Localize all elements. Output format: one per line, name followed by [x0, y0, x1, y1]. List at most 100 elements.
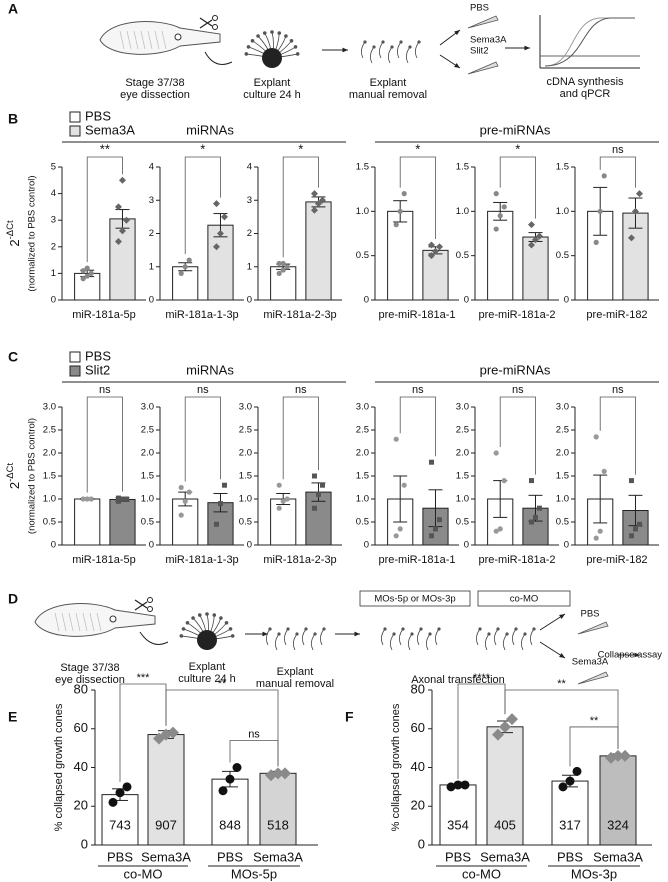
- y-tick-label: 1.5: [556, 471, 569, 482]
- x-tick-label: miR-181a-2-3p: [263, 554, 336, 566]
- data-point: [80, 268, 86, 274]
- data-point: [636, 521, 642, 527]
- data-point: [220, 213, 228, 221]
- growth-cone: [268, 627, 272, 631]
- significance-bracket: [184, 396, 221, 482]
- y-tick-label: 0.5: [141, 517, 154, 528]
- growth-cone: [381, 40, 385, 44]
- data-point: [397, 208, 403, 214]
- bar: [101, 794, 139, 846]
- y-axis-label-base: 2: [7, 482, 22, 489]
- legend-label: Sema3A: [85, 122, 135, 137]
- cut-axon: [408, 633, 413, 651]
- y-axis-note: (normalized to PBS control): [27, 175, 38, 291]
- panel-label: D: [8, 591, 18, 607]
- caption: manual removal: [349, 89, 427, 101]
- cell-count: 907: [155, 817, 177, 832]
- data-point: [435, 243, 443, 251]
- y-tick-label: 1.5: [356, 162, 369, 173]
- tadpole-stripe: [140, 30, 146, 50]
- cut-axon: [417, 628, 422, 646]
- scissor-ring: [212, 24, 218, 30]
- legend-swatch: [69, 111, 81, 123]
- qpcr-curve: [544, 17, 635, 67]
- significance-bracket: [165, 689, 279, 767]
- y-tick-label: 0: [247, 295, 252, 306]
- data-point: [310, 206, 318, 214]
- qpcr-curve: [544, 17, 635, 67]
- y-tick-label: 40: [74, 759, 88, 774]
- panel-label: E: [8, 709, 17, 725]
- y-tick-label: 2: [51, 241, 56, 252]
- x-tick-label: Sema3A: [141, 849, 191, 864]
- data-point: [272, 767, 284, 780]
- y-tick-label: 2.0: [456, 448, 469, 459]
- significance-label: ns: [248, 728, 260, 740]
- growth-cone: [401, 627, 405, 631]
- x-tick-label: pre-miR-182: [586, 554, 647, 566]
- cut-axon: [530, 628, 535, 646]
- y-tick-label: 2.5: [556, 425, 569, 436]
- significance-label: ns: [512, 384, 524, 396]
- data-point: [310, 190, 318, 198]
- tadpole-stripe: [96, 612, 102, 632]
- cut-axon: [415, 41, 420, 59]
- data-point: [628, 478, 634, 484]
- growth-cone: [270, 30, 274, 34]
- growth-cone: [224, 621, 229, 625]
- label-box: [477, 590, 571, 607]
- growth-cone: [514, 627, 518, 631]
- growth-cone: [410, 632, 414, 636]
- growth-cone: [185, 621, 190, 625]
- data-point: [122, 216, 130, 224]
- significance-label: *: [200, 141, 205, 156]
- bar: [147, 734, 185, 846]
- data-point: [612, 749, 624, 762]
- y-tick-label: 3.0: [43, 402, 56, 413]
- bar: [522, 236, 549, 301]
- data-point: [280, 267, 286, 273]
- growth-cone: [523, 632, 527, 636]
- cell-count: 848: [219, 817, 241, 832]
- cut-axon: [302, 628, 307, 646]
- data-point: [84, 273, 90, 279]
- data-point: [276, 260, 282, 267]
- tadpole-eye: [109, 615, 117, 623]
- caption: and qPCR: [560, 88, 611, 100]
- growth-cone: [363, 40, 367, 44]
- growth-cone: [496, 627, 500, 631]
- scissor-ring: [147, 597, 153, 603]
- y-tick-label: 3.0: [556, 402, 569, 413]
- legend-label: PBS: [85, 348, 111, 363]
- scissors: [134, 599, 148, 611]
- growth-cone: [383, 627, 387, 631]
- arrow-head: [454, 63, 460, 68]
- caption: eye dissection: [120, 89, 190, 101]
- growth-cone: [293, 45, 298, 49]
- x-tick-label: pre-miR-181a-1: [378, 309, 455, 321]
- x-tick-label: miR-181a-1-3p: [165, 554, 238, 566]
- y-tick-label: 4: [247, 162, 252, 173]
- data-point: [532, 514, 538, 520]
- cut-axon: [512, 628, 517, 646]
- y-tick-label: 0: [364, 540, 369, 551]
- data-point: [572, 766, 582, 776]
- data-point: [393, 436, 399, 442]
- data-point: [276, 270, 282, 276]
- data-point: [597, 528, 603, 534]
- x-tick-label: pre-miR-181a-2: [478, 309, 555, 321]
- growth-cone: [399, 40, 403, 44]
- x-tick-label: Sema3A: [593, 849, 643, 864]
- cut-axon: [381, 628, 386, 646]
- growth-cone: [197, 613, 202, 617]
- data-point: [123, 496, 129, 502]
- cut-axon: [284, 628, 289, 646]
- significance-label: ns: [197, 384, 209, 396]
- data-point: [318, 196, 326, 204]
- data-point: [593, 239, 599, 245]
- data-point: [178, 484, 184, 491]
- y-tick-label: 2.5: [356, 425, 369, 436]
- data-point: [446, 782, 456, 792]
- legend-swatch: [69, 351, 81, 363]
- cut-axon: [370, 46, 375, 64]
